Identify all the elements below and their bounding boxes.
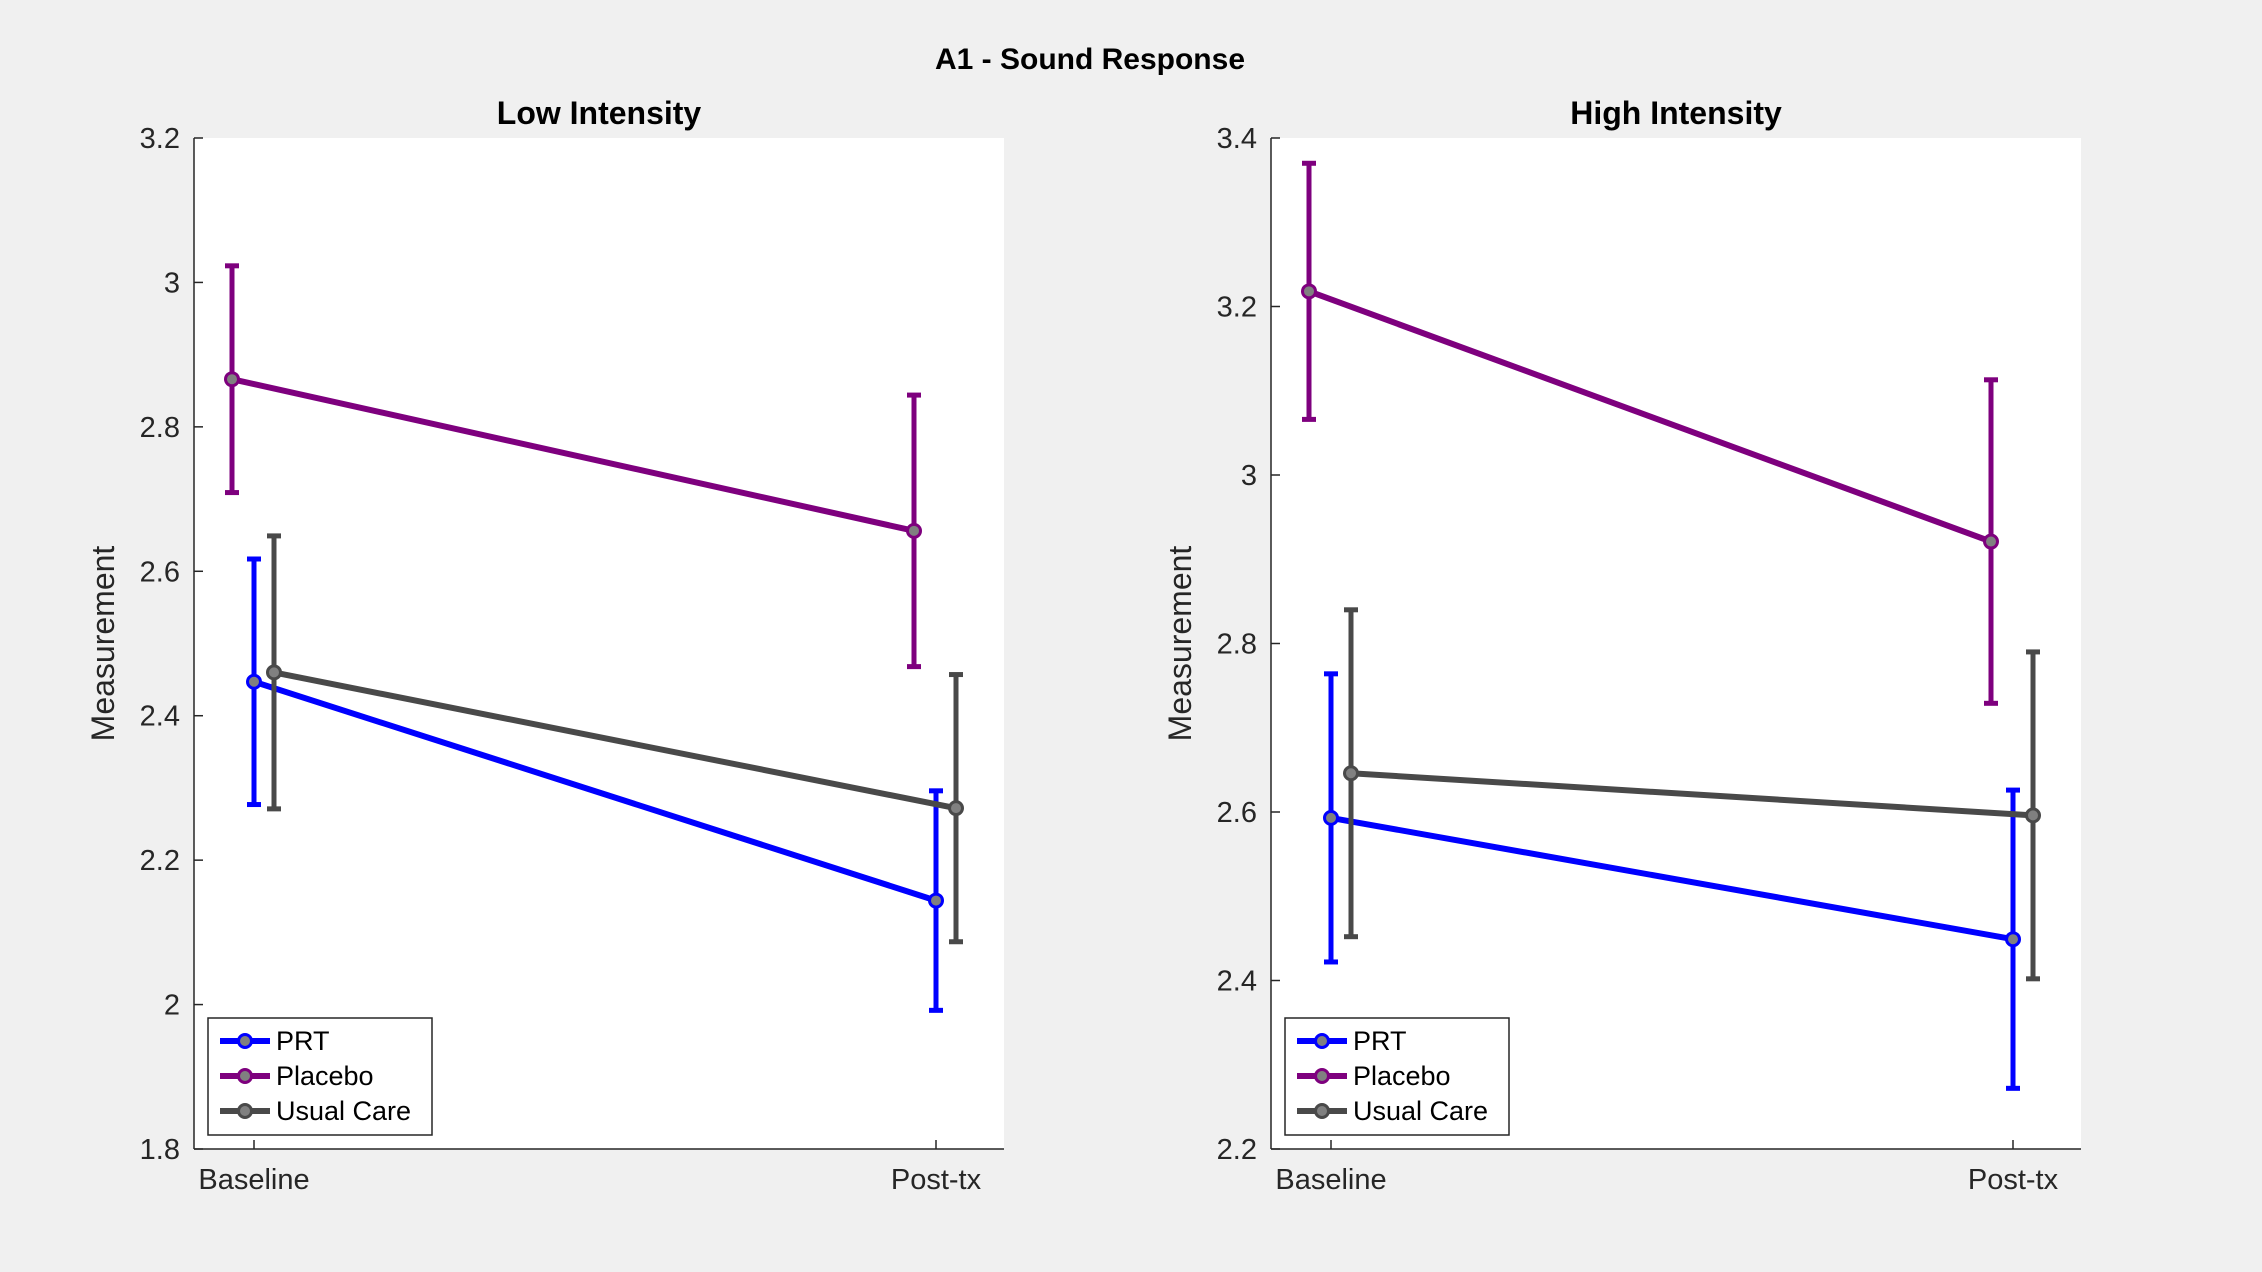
y-tick-label: 1.8 [140, 1134, 180, 1166]
legend-swatch-marker [1314, 1103, 1330, 1119]
legend-swatch-marker [237, 1033, 253, 1049]
chart-high-intensity: High Intensity 2.2 2.4 2.6 2.8 3 3.2 3.4 Baselin… [1162, 95, 2081, 1196]
y-tick-label: 3.2 [140, 123, 180, 155]
legend-swatch-marker [237, 1103, 253, 1119]
legend-label: Placebo [1353, 1061, 1451, 1091]
legend-item-usual-care: Usual Care [220, 1096, 411, 1126]
data-point [1301, 283, 1317, 300]
y-tick-label: 2.2 [1217, 1134, 1257, 1166]
figure-title: A1 - Sound Response [935, 43, 1245, 76]
y-tick-label: 2.6 [140, 556, 180, 588]
legend-swatch-marker [1314, 1033, 1330, 1049]
legend-label: PRT [1353, 1026, 1407, 1056]
legend-item-placebo: Placebo [1297, 1061, 1451, 1091]
x-tick-label: Post-tx [891, 1164, 982, 1196]
legend-item-usual-care: Usual Care [1297, 1096, 1488, 1126]
y-tick-label: 2.2 [140, 845, 180, 877]
legend-label: Placebo [276, 1061, 374, 1091]
chart-low-intensity: Low Intensity 1.8 2 2.2 2.4 2.6 2.8 3 3.2 Baselin… [85, 95, 1004, 1196]
data-point [266, 664, 282, 681]
plot-area [194, 138, 1004, 1149]
plot-area [1271, 138, 2081, 1149]
axes-title: High Intensity [1570, 95, 1782, 131]
y-tick-label: 2.4 [1217, 966, 1257, 998]
legend: PRT Placebo Usual Care [207, 1017, 433, 1136]
series-placebo [1301, 160, 1999, 706]
y-tick-label: 3 [164, 267, 180, 299]
y-tick-label: 2.8 [140, 412, 180, 444]
series-line [1350, 770, 2034, 819]
y-tick-label: 2 [164, 990, 180, 1022]
series-usual-care [1343, 607, 2041, 982]
x-tick-label: Post-tx [1968, 1164, 2059, 1196]
legend-item-prt: PRT [220, 1026, 330, 1056]
y-tick-label: 3 [1241, 460, 1257, 492]
legend-label: Usual Care [276, 1096, 411, 1126]
x-tick-label: Baseline [1275, 1164, 1386, 1196]
axes-title: Low Intensity [497, 95, 702, 131]
data-point [906, 522, 922, 539]
series-line [231, 376, 915, 534]
x-tick-label: Baseline [198, 1164, 309, 1196]
y-tick-label: 2.4 [140, 701, 180, 733]
legend-label: PRT [276, 1026, 330, 1056]
data-point [246, 673, 262, 690]
series-line [253, 678, 937, 904]
data-point [2025, 807, 2041, 824]
legend-label: Usual Care [1353, 1096, 1488, 1126]
y-axis-label: Measurement [1162, 546, 1198, 742]
series-prt [246, 556, 944, 1013]
data-point [2005, 931, 2021, 948]
data-point [1983, 533, 1999, 550]
legend-swatch-marker [1314, 1068, 1330, 1084]
y-tick-label: 2.8 [1217, 629, 1257, 661]
legend-swatch-marker [237, 1068, 253, 1084]
legend: PRT Placebo Usual Care [1284, 1017, 1510, 1136]
series-line [1330, 814, 2014, 943]
data-point [224, 371, 240, 388]
series-prt [1323, 671, 2021, 1091]
series-usual-care [266, 533, 964, 945]
data-point [928, 892, 944, 909]
data-point [948, 800, 964, 817]
data-point [1323, 809, 1339, 826]
y-axis-label: Measurement [85, 546, 121, 742]
series-line [1307, 288, 1993, 545]
legend-item-prt: PRT [1297, 1026, 1407, 1056]
series-placebo [224, 263, 922, 670]
series-line [273, 669, 957, 812]
y-tick-label: 3.2 [1217, 292, 1257, 324]
data-point [1343, 765, 1359, 782]
y-tick-label: 2.6 [1217, 797, 1257, 829]
y-tick-label: 3.4 [1217, 123, 1257, 155]
legend-item-placebo: Placebo [220, 1061, 374, 1091]
